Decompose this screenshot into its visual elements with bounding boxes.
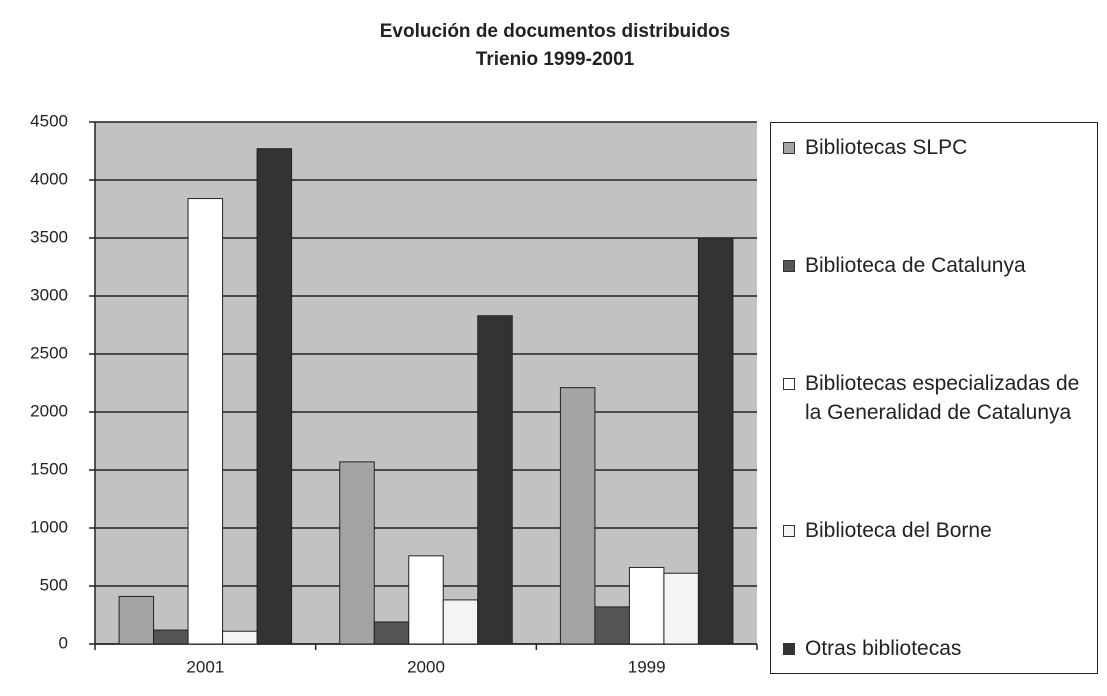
bar bbox=[153, 629, 189, 645]
bar bbox=[256, 148, 293, 645]
bar bbox=[594, 606, 630, 645]
legend-swatch bbox=[783, 378, 795, 390]
legend-swatch bbox=[783, 142, 795, 154]
bar bbox=[663, 572, 699, 645]
chart-title: Evolución de documentos distribuidos bbox=[380, 21, 730, 42]
y-tick-label: 4500 bbox=[30, 111, 68, 130]
bar bbox=[339, 461, 375, 645]
y-tick-label: 1500 bbox=[30, 459, 68, 478]
x-tick-label: 1999 bbox=[628, 657, 666, 676]
x-tick-label: 2000 bbox=[407, 657, 445, 676]
y-tick-label: 3000 bbox=[30, 285, 68, 304]
y-tick-label: 3500 bbox=[30, 227, 68, 246]
legend-item: Biblioteca de Catalunya bbox=[783, 251, 1091, 280]
legend-swatch bbox=[783, 525, 795, 537]
y-tick-label: 4000 bbox=[30, 169, 68, 188]
legend: Bibliotecas SLPC Biblioteca de Catalunya B… bbox=[770, 122, 1098, 674]
legend-label: Biblioteca de Catalunya bbox=[805, 254, 1026, 277]
bar bbox=[373, 621, 410, 645]
y-tick-label: 2500 bbox=[30, 343, 68, 362]
bar bbox=[187, 198, 224, 645]
y-tick-label: 1000 bbox=[30, 517, 68, 536]
legend-item: Bibliotecas SLPC bbox=[783, 133, 1091, 162]
bar bbox=[477, 315, 513, 645]
bar bbox=[697, 237, 734, 645]
legend-swatch bbox=[783, 643, 795, 655]
bar bbox=[559, 387, 596, 645]
legend-label: Otras bibliotecas bbox=[805, 637, 962, 660]
bar bbox=[408, 555, 444, 645]
chart-subtitle: Trienio 1999-2001 bbox=[476, 49, 635, 70]
x-tick-label: 2001 bbox=[186, 657, 224, 676]
legend-swatch bbox=[783, 260, 795, 272]
bar bbox=[628, 566, 665, 645]
legend-label: Bibliotecas especializadas de la General… bbox=[805, 372, 1080, 424]
bar bbox=[442, 599, 479, 645]
legend-item: Otras bibliotecas bbox=[783, 634, 1091, 663]
legend-item: Bibliotecas especializadas de la General… bbox=[783, 369, 1091, 427]
bar bbox=[118, 595, 155, 645]
legend-label: Biblioteca del Borne bbox=[805, 519, 992, 542]
y-tick-label: 500 bbox=[40, 575, 68, 594]
bar bbox=[222, 630, 258, 645]
legend-label: Bibliotecas SLPC bbox=[805, 136, 968, 159]
legend-item: Biblioteca del Borne bbox=[783, 516, 1091, 545]
y-tick-label: 0 bbox=[59, 633, 68, 652]
y-tick-label: 2000 bbox=[30, 401, 68, 420]
